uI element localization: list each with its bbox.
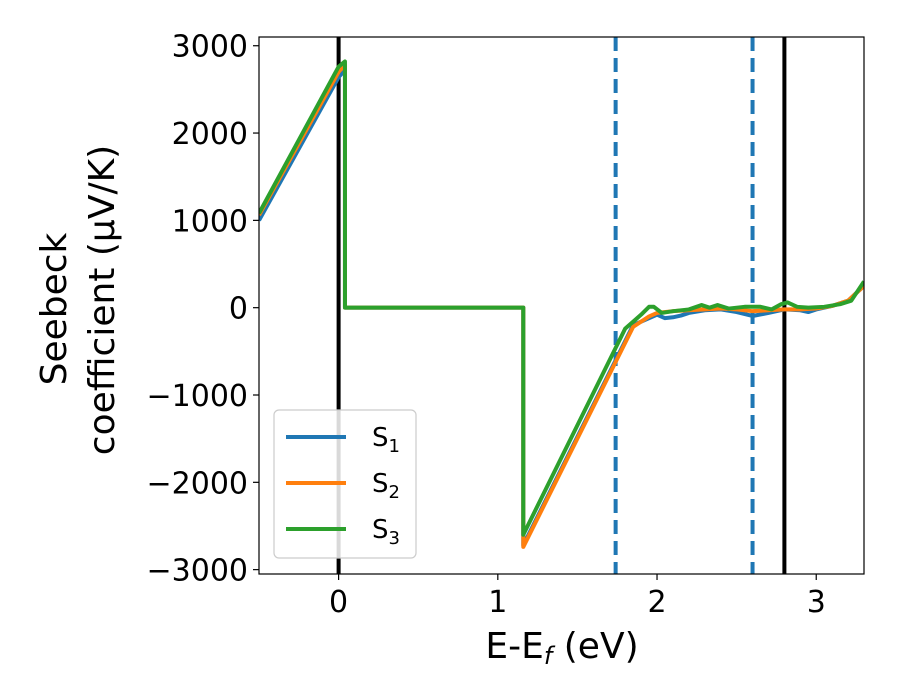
legend-label-sub-1: 1 xyxy=(389,436,400,457)
y-axis-title-line2: coefficient (μV/K) xyxy=(82,145,123,455)
y-axis-title-line1: Seebeck xyxy=(34,232,75,385)
y-tick-label-3: 0 xyxy=(229,292,248,327)
y-tick-label-2: 1000 xyxy=(172,204,248,239)
x-axis-title: E-Ef (eV) xyxy=(485,626,638,670)
y-tick-label-1: 2000 xyxy=(172,117,248,152)
y-tick-label-5: −2000 xyxy=(147,466,248,501)
x-tick-label-1: 1 xyxy=(488,585,507,620)
x-tick-label-0: 0 xyxy=(329,585,348,620)
y-tick-label-4: −1000 xyxy=(147,379,248,414)
x-axis-title-unit: (eV) xyxy=(552,626,638,667)
x-axis-ticks: 0 1 2 3 xyxy=(329,574,826,620)
legend-label-2: S2 xyxy=(372,469,400,503)
legend-label-sub-2: 2 xyxy=(389,482,400,503)
x-tick-label-2: 2 xyxy=(647,585,666,620)
series-line-3 xyxy=(259,59,864,537)
legend-label-1: S1 xyxy=(372,423,400,457)
plot-frame xyxy=(258,36,865,575)
legend-label-main-1: S xyxy=(372,423,389,453)
x-tick-label-3: 3 xyxy=(807,585,826,620)
legend-label-main-3: S xyxy=(372,515,389,545)
y-tick-label-0: 3000 xyxy=(172,30,248,65)
y-axis-ticks: 3000 2000 1000 0 −1000 −2000 −3000 xyxy=(147,30,259,589)
y-tick-label-6: −3000 xyxy=(147,554,248,589)
legend-label-3: S3 xyxy=(372,515,400,549)
legend-label-sub-3: 3 xyxy=(389,528,400,549)
x-axis-title-main: E-E xyxy=(485,626,543,667)
series-lines xyxy=(259,59,864,549)
legend-label-main-2: S xyxy=(372,469,389,499)
